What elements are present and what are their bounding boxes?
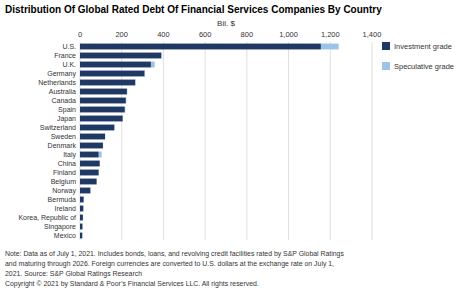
bar: [80, 152, 99, 158]
bar: [80, 170, 99, 176]
y-tick-label: U.S.: [62, 43, 76, 50]
note: and maturing through 2026. Foreign curre…: [5, 260, 334, 268]
y-tick-label: Singapore: [44, 223, 76, 231]
bar: [321, 44, 339, 50]
bar: [80, 197, 84, 203]
bar: [161, 53, 163, 59]
y-tick-label: Norway: [52, 187, 76, 195]
title: Distribution Of Global Rated Debt Of Fin…: [5, 4, 382, 15]
bar: [82, 233, 83, 239]
bar: [114, 125, 115, 131]
grid-line: [372, 42, 373, 240]
bar: [90, 188, 91, 194]
bar: [96, 179, 97, 185]
grid-line: [288, 42, 289, 240]
grid-line: [330, 42, 331, 240]
grid-line: [205, 42, 206, 240]
bar: [122, 116, 123, 122]
y-tick-label: Finland: [53, 169, 76, 176]
note: Note: Data as of July 1, 2021. Includes …: [5, 250, 344, 258]
bar: [82, 224, 83, 230]
y-tick-label: Mexico: [54, 232, 76, 239]
y-tick-label: Japan: [57, 115, 76, 123]
bar: [80, 125, 114, 131]
y-tick-label: Korea, Republic of: [18, 214, 76, 222]
x-tick-label: 200: [115, 30, 128, 39]
y-tick-label: Italy: [63, 151, 76, 159]
bar: [80, 116, 123, 122]
bar: [135, 80, 136, 86]
legend: Investment grade Speculative grade: [382, 42, 454, 71]
y-tick-label: Ireland: [55, 205, 77, 212]
bar: [80, 134, 105, 140]
legend-label: Speculative grade: [394, 62, 454, 71]
y-tick-label: Switzerland: [40, 124, 76, 131]
x-tick-label: 1,200: [321, 30, 340, 39]
legend-swatch: [382, 42, 390, 50]
y-tick-label: Australia: [49, 88, 76, 95]
bar: [80, 71, 145, 77]
bar: [80, 62, 151, 68]
y-tick-label: Germany: [47, 70, 76, 78]
x-tick-label: 0: [78, 30, 82, 39]
y-tick-label: Spain: [58, 106, 76, 114]
note: Copyright © 2021 by Standard & Poor’s Fi…: [5, 280, 259, 288]
bar: [80, 143, 103, 149]
grid: [80, 42, 372, 240]
bar: [99, 152, 102, 158]
y-tick-label: Canada: [51, 97, 76, 104]
bar: [99, 161, 100, 167]
bar: [80, 233, 82, 239]
chart: Distribution Of Global Rated Debt Of Fin…: [0, 0, 474, 301]
x-tick-label: 1,400: [363, 30, 382, 39]
x-tick-label: 400: [157, 30, 170, 39]
y-tick-label: Belgium: [51, 178, 76, 186]
legend-swatch: [382, 62, 390, 70]
bar: [80, 89, 127, 95]
bar: [80, 215, 83, 221]
legend-label: Investment grade: [394, 42, 452, 51]
grid-line: [163, 42, 164, 240]
bar: [80, 188, 90, 194]
x-tick-label: 600: [199, 30, 212, 39]
bar: [82, 215, 83, 221]
x-tick-label: 800: [241, 30, 254, 39]
bar: [80, 179, 97, 185]
bar: [105, 134, 106, 140]
x-tick-label: 1,000: [279, 30, 298, 39]
bar: [80, 44, 321, 50]
bar: [126, 89, 127, 95]
bar: [80, 53, 161, 59]
bar: [144, 71, 145, 77]
y-tick-label: Denmark: [48, 142, 77, 149]
bar: [151, 62, 155, 68]
bar: [80, 161, 100, 167]
bar: [102, 143, 103, 149]
bar: [83, 206, 84, 212]
bar: [80, 80, 135, 86]
grid-line: [246, 42, 247, 240]
bar: [80, 206, 83, 212]
bar: [83, 197, 84, 203]
y-tick-label: U.K.: [62, 61, 76, 68]
bar: [80, 98, 126, 104]
bar: [98, 170, 99, 176]
note: 2021. Source: S&P Global Ratings Researc…: [5, 270, 142, 278]
bars: [80, 44, 339, 239]
y-tick-label: China: [58, 160, 76, 167]
bar: [124, 107, 125, 113]
bar: [80, 224, 83, 230]
x-axis-label: Bil. $: [217, 19, 235, 28]
bar: [125, 98, 126, 104]
y-tick-label: Sweden: [51, 133, 76, 140]
y-tick-label: Netherlands: [38, 79, 76, 86]
bar: [80, 107, 125, 113]
y-tick-label: France: [54, 52, 76, 59]
y-tick-label: Bermuda: [48, 196, 77, 203]
